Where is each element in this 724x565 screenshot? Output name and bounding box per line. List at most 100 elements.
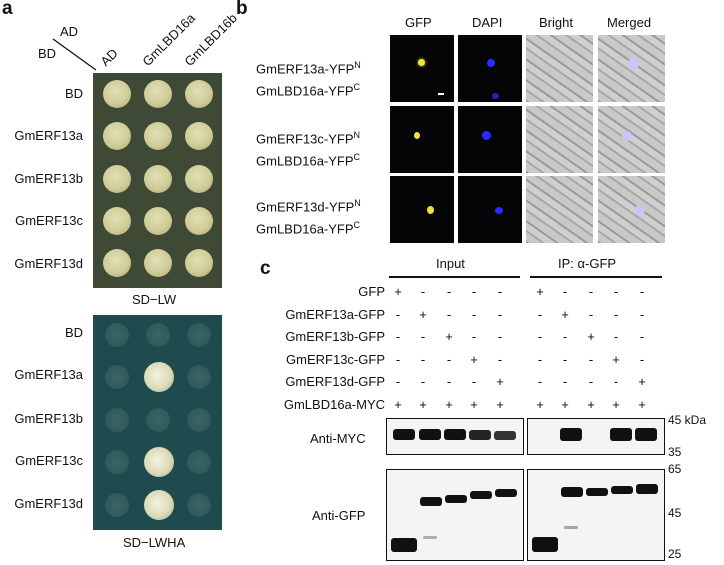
lane-sign: - [395, 374, 401, 389]
bifc-row2-label: GmERF13c-YFPN GmLBD16a-YFPC [256, 130, 361, 169]
header-bright: Bright [539, 15, 573, 30]
lane-sign: - [497, 307, 503, 322]
group-ip-line [530, 276, 662, 278]
bright-image [526, 176, 593, 243]
lane-sign: - [395, 307, 401, 322]
lane-sign: - [588, 374, 594, 389]
lane-sign: - [471, 329, 477, 344]
lane-sign: - [639, 352, 645, 367]
colony-growth [144, 447, 174, 477]
group-input-label: Input [436, 256, 465, 271]
plate2-caption: SD−LWHA [123, 535, 186, 550]
colony [103, 122, 131, 150]
mw-marker: 25 [668, 547, 682, 561]
lane-sign: + [419, 307, 427, 322]
lane-sign: - [471, 374, 477, 389]
lane-sign: + [536, 397, 544, 412]
dapi-image [458, 176, 522, 243]
bright-image [526, 35, 593, 102]
lane-sign: - [420, 374, 426, 389]
colony [103, 80, 131, 108]
colony-faint [187, 365, 211, 389]
lane-sign: + [445, 397, 453, 412]
colony-faint [187, 493, 211, 517]
corner-ad-label: AD [60, 24, 79, 39]
lane-sign: + [470, 397, 478, 412]
lane-sign: - [420, 329, 426, 344]
sample-row-label: GmERF13d-GFP [285, 374, 385, 389]
lane-sign: + [536, 284, 544, 299]
gfp-image [390, 176, 454, 243]
lane-sign: - [446, 374, 452, 389]
lane-sign: - [537, 307, 543, 322]
colony [185, 122, 213, 150]
lane-sign: - [537, 374, 543, 389]
lane-sign: + [561, 307, 569, 322]
lane-sign: - [588, 352, 594, 367]
plate1-row-bd: BD [64, 86, 83, 101]
lane-sign: - [562, 374, 568, 389]
plate-sd-lwha [93, 315, 222, 530]
plate2-row-gmerf13d: GmERF13d [14, 496, 83, 511]
lane-sign: - [446, 352, 452, 367]
sample-row-label: GmLBD16a-MYC [283, 397, 385, 412]
bifc-row3-label: GmERF13d-YFPN GmLBD16a-YFPC [256, 198, 361, 237]
sample-row-label: GmERF13a-GFP [285, 307, 385, 322]
header-gfp: GFP [405, 15, 432, 30]
plate1-row-gmerf13a: GmERF13a [14, 128, 83, 143]
plate2-row-gmerf13b: GmERF13b [14, 411, 83, 426]
lane-sign: - [639, 307, 645, 322]
lane-sign: - [420, 352, 426, 367]
lane-sign: - [497, 352, 503, 367]
plate1-row-gmerf13b: GmERF13b [14, 171, 83, 186]
plate2-row-gmerf13a: GmERF13a [14, 367, 83, 382]
lane-sign: + [638, 374, 646, 389]
lane-sign: - [537, 352, 543, 367]
lane-sign: + [561, 397, 569, 412]
plate2-row-gmerf13c: GmERF13c [15, 453, 83, 468]
panel-c-label: c [260, 258, 271, 279]
plate1-row-gmerf13c: GmERF13c [15, 213, 83, 228]
merged-image [598, 176, 665, 243]
colony [144, 80, 172, 108]
lane-sign: - [446, 307, 452, 322]
lane-sign: - [562, 284, 568, 299]
lane-sign: - [471, 284, 477, 299]
colony-faint [105, 323, 129, 347]
group-input-line [389, 276, 520, 278]
lane-sign: + [612, 352, 620, 367]
sample-row-label: GmERF13b-GFP [285, 329, 385, 344]
colony [185, 207, 213, 235]
lane-sign: - [613, 284, 619, 299]
anti-myc-ip-blot [527, 418, 665, 455]
lane-sign: - [446, 284, 452, 299]
lane-sign: + [612, 397, 620, 412]
lane-sign: - [395, 352, 401, 367]
colony-faint [187, 450, 211, 474]
colony-faint [105, 408, 129, 432]
colony-growth [144, 490, 174, 520]
colony-faint [105, 365, 129, 389]
lane-sign: + [496, 397, 504, 412]
lane-sign: - [537, 329, 543, 344]
anti-gfp-input-blot [386, 469, 524, 561]
lane-sign: - [613, 374, 619, 389]
lane-sign: - [497, 329, 503, 344]
colony [185, 165, 213, 193]
colony [103, 207, 131, 235]
plate2-row-bd: BD [64, 325, 83, 340]
lane-sign: - [639, 284, 645, 299]
colony-faint [105, 450, 129, 474]
lane-sign: - [562, 329, 568, 344]
plate1-row-gmerf13d: GmERF13d [14, 256, 83, 271]
mw-marker: 35 [668, 445, 682, 459]
lane-sign: + [638, 397, 646, 412]
colony [185, 249, 213, 277]
colony [144, 207, 172, 235]
header-dapi: DAPI [472, 15, 503, 30]
colony-growth [144, 362, 174, 392]
lane-sign: - [497, 284, 503, 299]
sample-row-label: GmERF13c-GFP [286, 352, 385, 367]
colony [103, 249, 131, 277]
lane-sign: + [445, 329, 453, 344]
